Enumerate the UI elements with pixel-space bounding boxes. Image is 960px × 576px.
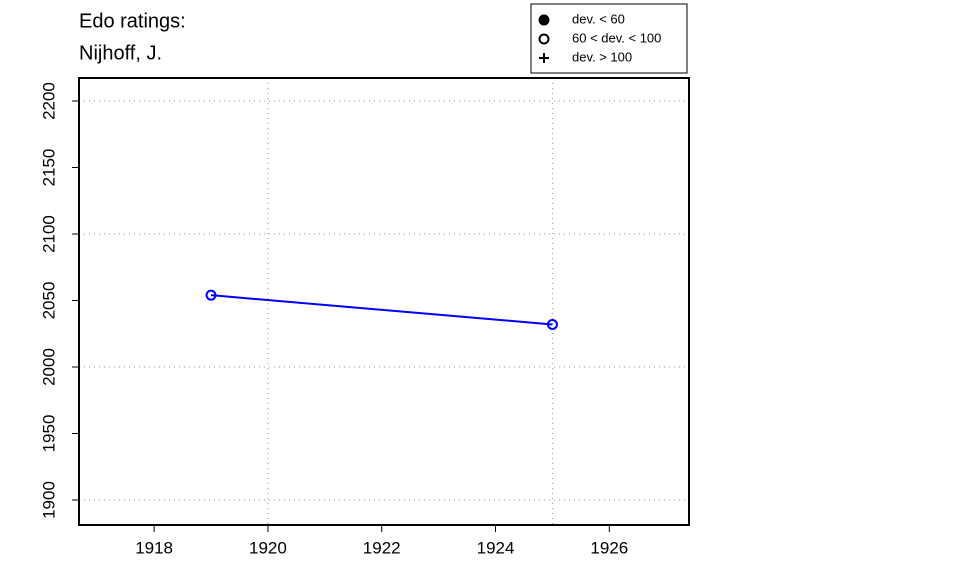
y-tick-label: 2000 xyxy=(39,348,58,386)
chart-title: Edo ratings: xyxy=(79,10,186,32)
legend-marker xyxy=(538,33,550,45)
y-tick-label: 2050 xyxy=(39,282,58,320)
y-tick-label: 2200 xyxy=(39,82,58,120)
legend-label: dev. < 60 xyxy=(572,11,625,26)
y-tick-label: 1950 xyxy=(39,415,58,453)
legend-marker xyxy=(539,53,549,63)
line xyxy=(210,294,553,326)
x-tick-label: 1920 xyxy=(249,538,287,557)
y-tick-label: 2150 xyxy=(39,149,58,187)
x-tick-label: 1926 xyxy=(590,538,628,557)
y-tick-label: 1900 xyxy=(39,481,58,519)
y-tick-label: 2100 xyxy=(39,215,58,253)
x-tick-label: 1922 xyxy=(363,538,401,557)
chart-title: Nijhoff, J. xyxy=(79,42,162,64)
x-tick-label: 1924 xyxy=(477,538,515,557)
legend-box xyxy=(530,3,688,74)
x-tick-label: 1918 xyxy=(135,538,173,557)
plot-frame xyxy=(78,77,690,526)
legend-label: 60 < dev. < 100 xyxy=(572,30,661,45)
point xyxy=(205,289,217,301)
legend-marker xyxy=(538,14,550,26)
point xyxy=(546,318,558,330)
legend-label: dev. > 100 xyxy=(572,49,632,64)
